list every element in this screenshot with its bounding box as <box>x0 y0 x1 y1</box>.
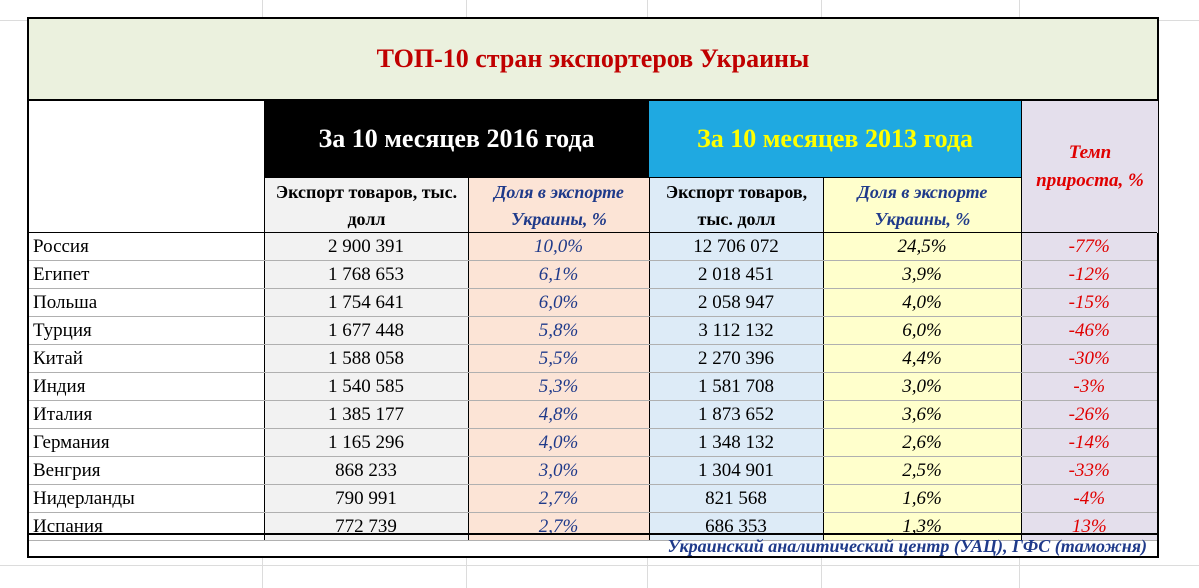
share-2013-cell: 1,3% <box>822 512 1021 541</box>
table-row: Польша 1 754 641 6,0% 2 058 947 4,0% -15% <box>29 288 1157 317</box>
share-2016-cell: 4,0% <box>467 428 649 457</box>
country-cell: Россия <box>29 233 264 261</box>
export-2013-cell: 2 018 451 <box>648 260 823 289</box>
export-table-frame: ТОП-10 стран экспортеров Украины За 10 м… <box>27 17 1159 558</box>
export-2013-cell: 2 270 396 <box>648 344 823 373</box>
country-cell: Италия <box>29 400 264 429</box>
source-note: Украинский аналитический центр (УАЦ), ГФ… <box>29 533 1157 558</box>
country-cell: Турция <box>29 316 264 345</box>
share-2016-cell: 5,5% <box>467 344 649 373</box>
share-2016-cell: 10,0% <box>467 233 649 261</box>
export-2016-cell: 1 588 058 <box>263 344 468 373</box>
growth-cell: -77% <box>1020 233 1157 261</box>
share-2013-cell: 3,9% <box>822 260 1021 289</box>
table-row: Россия 2 900 391 10,0% 12 706 072 24,5% -77% <box>29 233 1157 261</box>
share-2016-cell: 4,8% <box>467 400 649 429</box>
share-2013-cell: 2,6% <box>822 428 1021 457</box>
country-cell: Индия <box>29 372 264 401</box>
export-2013-cell: 821 568 <box>648 484 823 513</box>
share-2016-cell: 5,3% <box>467 372 649 401</box>
growth-cell: -30% <box>1020 344 1157 373</box>
table-row: Китай 1 588 058 5,5% 2 270 396 4,4% -30% <box>29 344 1157 373</box>
table-row: Венгрия 868 233 3,0% 1 304 901 2,5% -33% <box>29 456 1157 485</box>
export-2016-cell: 1 385 177 <box>263 400 468 429</box>
table-title: ТОП-10 стран экспортеров Украины <box>29 19 1157 101</box>
growth-cell: -4% <box>1020 484 1157 513</box>
export-2016-cell: 2 900 391 <box>263 233 468 261</box>
share-2016-cell: 5,8% <box>467 316 649 345</box>
country-cell: Египет <box>29 260 264 289</box>
share-2013-subheader: Доля в экспорте Украины, % <box>823 177 1021 233</box>
export-2013-cell: 2 058 947 <box>648 288 823 317</box>
share-2013-cell: 24,5% <box>822 233 1021 261</box>
export-2016-cell: 868 233 <box>263 456 468 485</box>
table-row: Турция 1 677 448 5,8% 3 112 132 6,0% -46% <box>29 316 1157 345</box>
export-2016-cell: 1 677 448 <box>263 316 468 345</box>
header-divider <box>29 232 1157 233</box>
share-2016-cell: 6,0% <box>467 288 649 317</box>
export-2016-cell: 772 739 <box>263 512 468 541</box>
share-2016-subheader: Доля в экспорте Украины, % <box>468 177 649 233</box>
period-2013-header: За 10 месяцев 2013 года <box>649 101 1021 177</box>
table-row: Испания 772 739 2,7% 686 353 1,3% 13% <box>29 512 1157 541</box>
growth-cell: -33% <box>1020 456 1157 485</box>
share-2013-cell: 4,0% <box>822 288 1021 317</box>
table-row: Индия 1 540 585 5,3% 1 581 708 3,0% -3% <box>29 372 1157 401</box>
table-row: Египет 1 768 653 6,1% 2 018 451 3,9% -12% <box>29 260 1157 289</box>
period-2016-header: За 10 месяцев 2016 года <box>264 101 649 177</box>
growth-cell: -14% <box>1020 428 1157 457</box>
export-2016-cell: 1 754 641 <box>263 288 468 317</box>
data-table: Россия 2 900 391 10,0% 12 706 072 24,5% -77% Е… <box>29 233 1157 541</box>
share-2013-cell: 2,5% <box>822 456 1021 485</box>
country-cell: Германия <box>29 428 264 457</box>
country-cell: Нидерланды <box>29 484 264 513</box>
export-2016-cell: 1 768 653 <box>263 260 468 289</box>
share-2016-cell: 2,7% <box>467 484 649 513</box>
export-2013-cell: 1 304 901 <box>648 456 823 485</box>
growth-rate-header: Темп прироста, % <box>1021 101 1158 233</box>
export-2016-cell: 1 165 296 <box>263 428 468 457</box>
share-2013-cell: 6,0% <box>822 316 1021 345</box>
share-2013-cell: 3,0% <box>822 372 1021 401</box>
share-2016-cell: 6,1% <box>467 260 649 289</box>
share-2013-cell: 4,4% <box>822 344 1021 373</box>
growth-cell: -26% <box>1020 400 1157 429</box>
share-2016-cell: 2,7% <box>467 512 649 541</box>
growth-cell: -15% <box>1020 288 1157 317</box>
share-2013-cell: 3,6% <box>822 400 1021 429</box>
export-2016-subheader: Экспорт товаров, тыс. долл <box>264 177 468 233</box>
country-cell: Польша <box>29 288 264 317</box>
growth-cell: -12% <box>1020 260 1157 289</box>
table-row: Германия 1 165 296 4,0% 1 348 132 2,6% -14% <box>29 428 1157 457</box>
country-cell: Испания <box>29 512 264 541</box>
table-row: Италия 1 385 177 4,8% 1 873 652 3,6% -26% <box>29 400 1157 429</box>
growth-cell: 13% <box>1020 512 1157 541</box>
share-2016-cell: 3,0% <box>467 456 649 485</box>
export-2013-cell: 1 581 708 <box>648 372 823 401</box>
export-2013-cell: 12 706 072 <box>648 233 823 261</box>
export-2013-subheader: Экспорт товаров, тыс. долл <box>649 177 823 233</box>
export-2013-cell: 3 112 132 <box>648 316 823 345</box>
export-2016-cell: 1 540 585 <box>263 372 468 401</box>
growth-cell: -46% <box>1020 316 1157 345</box>
country-cell: Венгрия <box>29 456 264 485</box>
table-row: Нидерланды 790 991 2,7% 821 568 1,6% -4% <box>29 484 1157 513</box>
share-2013-cell: 1,6% <box>822 484 1021 513</box>
export-2013-cell: 1 873 652 <box>648 400 823 429</box>
country-cell: Китай <box>29 344 264 373</box>
growth-cell: -3% <box>1020 372 1157 401</box>
export-2013-cell: 686 353 <box>648 512 823 541</box>
export-2013-cell: 1 348 132 <box>648 428 823 457</box>
export-2016-cell: 790 991 <box>263 484 468 513</box>
